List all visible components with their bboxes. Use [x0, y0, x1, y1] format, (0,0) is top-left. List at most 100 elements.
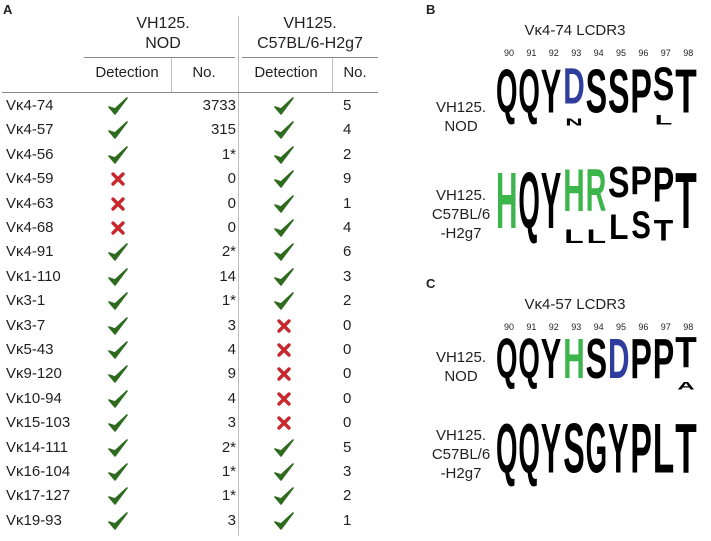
logo-b-strain2: VH125. C57BL/6 -H2g7 [428, 186, 494, 243]
row-gene-label: Vκ19-93 [6, 511, 62, 529]
group-header-c57-line2: C57BL/6-H2g7 [257, 35, 363, 52]
row-gene-label: Vκ1-110 [6, 267, 61, 285]
row-nod-count: 0 [227, 170, 236, 188]
logo-b-title: Vκ4-74 LCDR3 [524, 22, 626, 39]
row-nod-count: 9 [227, 365, 236, 383]
cross-icon [110, 196, 126, 217]
logo-b-minor-residue: L [655, 112, 672, 127]
row-nod-count: 315 [210, 121, 236, 139]
row-gene-label: Vκ4-56 [6, 145, 54, 163]
position-number: 96 [638, 322, 649, 332]
logo-c-strain1: VH125. NOD [428, 348, 494, 386]
position-number: 97 [660, 48, 671, 58]
logo-c-strain1-line1: VH125. [435, 349, 487, 366]
row-c57-count: 6 [343, 243, 352, 261]
row-c57-count: 9 [343, 170, 352, 188]
header-rule-nod [84, 57, 235, 58]
row-nod-count: 0 [227, 219, 236, 236]
row-nod-count: 4 [227, 341, 236, 358]
position-number: 92 [548, 48, 559, 58]
check-icon [273, 145, 295, 170]
logo-c-residue: Y [541, 330, 561, 390]
panel-letter-b: B [426, 2, 436, 17]
logo-b-minor-residue: L [564, 226, 583, 248]
logo-b-minor-residue: L [609, 208, 629, 248]
position-number: 90 [504, 322, 515, 332]
row-c57-count: 4 [343, 121, 352, 139]
logo-c-strain2: VH125. C57BL/6 -H2g7 [428, 426, 494, 483]
col-header-c57-no: No. [343, 64, 367, 81]
logo-b-minor-residue: L [587, 226, 606, 248]
position-number: 91 [526, 48, 537, 58]
row-c57-count: 5 [343, 97, 352, 114]
check-icon [107, 340, 129, 365]
logo-c-strain2-line2: C57BL/6 [431, 446, 491, 463]
row-c57-count: 1 [343, 511, 352, 529]
row-gene-label: Vκ17-127 [6, 487, 71, 505]
check-icon [107, 242, 129, 267]
logo-b-residue: S [608, 60, 629, 126]
logo-b-residue: S [586, 60, 607, 126]
logo-c-residue: G [586, 409, 607, 488]
check-icon [107, 120, 129, 145]
row-c57-count: 0 [343, 414, 352, 432]
logo-c-residue: P [630, 408, 651, 488]
logo-c-residue: P [653, 330, 674, 390]
row-c57-count: 0 [343, 316, 352, 334]
row-gene-label: Vκ16-104 [6, 463, 71, 480]
col-divider-c57 [332, 58, 333, 92]
position-number: 96 [638, 48, 649, 58]
logo-c-residue: Q [496, 330, 517, 391]
logo-b-residue: H [496, 155, 517, 245]
logo-b-residue: Q [518, 60, 539, 127]
logo-c-residue: H [563, 330, 584, 390]
group-header-c57-line1: VH125. [283, 15, 337, 32]
col-header-c57-detection: Detection [254, 64, 318, 81]
row-nod-count: 3733 [202, 97, 236, 114]
logo-b-strain2-line3: -H2g7 [440, 225, 482, 242]
logo-b-residue: D [563, 60, 584, 114]
row-nod-count: 2* [221, 438, 236, 456]
position-number: 93 [571, 322, 582, 332]
row-gene-label: Vκ4-74 [6, 97, 54, 114]
check-icon [273, 242, 295, 267]
row-c57-count: 2 [343, 145, 352, 163]
position-number: 91 [526, 322, 537, 332]
check-icon [107, 316, 129, 341]
row-nod-count: 4 [227, 389, 236, 407]
logo-c-residue: Q [518, 330, 539, 391]
logo-b-minor-residue: N [565, 116, 582, 127]
row-nod-count: 0 [227, 194, 236, 212]
check-icon [107, 486, 129, 511]
logo-b-strain2-line1: VH125. [435, 187, 487, 204]
logo-c-title: Vκ4-57 LCDR3 [524, 296, 626, 313]
position-number: 90 [504, 48, 515, 58]
cross-icon [276, 366, 292, 387]
logo-b-residue: Q [518, 156, 539, 246]
check-icon [273, 291, 295, 316]
row-gene-label: Vκ9-120 [6, 365, 62, 383]
cross-icon [110, 220, 126, 241]
position-number: 94 [593, 322, 604, 332]
row-c57-count: 0 [343, 365, 352, 383]
col-header-nod-detection: Detection [95, 64, 159, 81]
row-nod-count: 1* [221, 145, 236, 163]
logo-b-residue: Y [541, 155, 561, 245]
row-gene-label: Vκ4-68 [6, 219, 54, 236]
logo-b-residue: P [653, 157, 674, 213]
logo-c-residue: D [608, 330, 629, 390]
check-icon [107, 511, 129, 536]
logo-c-residue: T [675, 408, 697, 488]
row-gene-label: Vκ15-103 [6, 414, 71, 432]
row-c57-count: 5 [343, 438, 352, 456]
logo-b-minor-residue: T [654, 213, 674, 247]
logo-c-residue: P [630, 330, 651, 390]
check-icon [107, 267, 129, 292]
logo-c-graphic: Q Q Y H S D P P TAQ Q Y S G Y P L T [496, 330, 697, 488]
logo-b-residue: Y [541, 60, 561, 126]
logo-b-graphic: Q Q Y D S S P S TN LH Q Y H R S P P TL L L S T [496, 60, 697, 248]
logo-c-strain2-line1: VH125. [435, 427, 487, 444]
row-gene-label: Vκ4-63 [6, 194, 54, 212]
logo-c-residue: T [675, 330, 697, 377]
position-number: 95 [616, 48, 627, 58]
